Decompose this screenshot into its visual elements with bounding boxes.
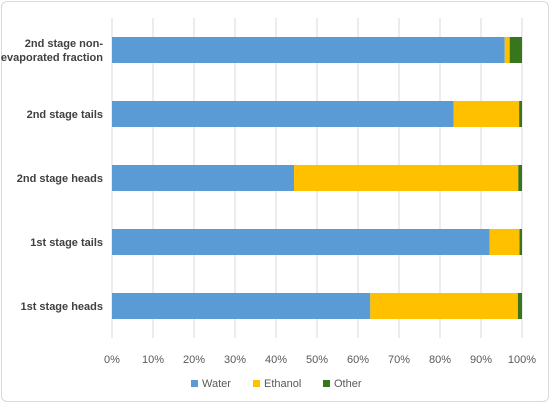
bar-segment-ethanol (453, 101, 520, 127)
bar-segment-water (112, 101, 454, 127)
x-tick-label: 90% (470, 354, 492, 366)
category-labels: 2nd stage non-evaporated fraction 2nd sta… (1, 38, 103, 313)
x-tick-label: 40% (265, 354, 287, 366)
legend-swatch-other (323, 380, 330, 387)
bar-segment-other (518, 165, 522, 191)
legend: Water Ethanol Other (191, 378, 362, 390)
bar-segment-ethanol (294, 165, 519, 191)
legend-label-ethanol: Ethanol (264, 378, 301, 390)
bar-segment-other (519, 101, 522, 127)
legend-swatch-ethanol (253, 380, 260, 387)
category-label: evaporated fraction (1, 52, 103, 64)
bars (112, 37, 522, 319)
category-label: 2nd stage tails (27, 109, 103, 121)
legend-label-other: Other (334, 378, 362, 390)
x-tick-label: 60% (347, 354, 369, 366)
bar-segment-water (112, 293, 371, 319)
bar-segment-water (112, 229, 490, 255)
category-label: 1st stage tails (30, 237, 103, 249)
bar-segment-ethanol (489, 229, 520, 255)
legend-label-water: Water (202, 378, 231, 390)
x-tick-label: 100% (508, 354, 536, 366)
x-tick-label: 30% (224, 354, 246, 366)
category-label: 2nd stage heads (17, 173, 103, 185)
legend-swatch-water (191, 380, 198, 387)
bar-segment-other (509, 37, 522, 63)
bar-segment-ethanol (370, 293, 518, 319)
x-tick-labels: 0% 10% 20% 30% 40% 50% 60% 70% 80% 90% 100% (104, 354, 536, 366)
bar-segment-other (519, 229, 522, 255)
bar-segment-other (517, 293, 522, 319)
category-label: 2nd stage non- (25, 38, 104, 50)
x-tick-label: 20% (183, 354, 205, 366)
x-tick-label: 70% (388, 354, 410, 366)
x-tick-label: 0% (104, 354, 120, 366)
category-label: 1st stage heads (20, 301, 103, 313)
x-tick-label: 10% (142, 354, 164, 366)
x-tick-label: 50% (306, 354, 328, 366)
x-tick-label: 80% (429, 354, 451, 366)
bar-segment-water (112, 37, 505, 63)
bar-segment-ethanol (504, 37, 510, 63)
bar-segment-water (112, 165, 295, 191)
